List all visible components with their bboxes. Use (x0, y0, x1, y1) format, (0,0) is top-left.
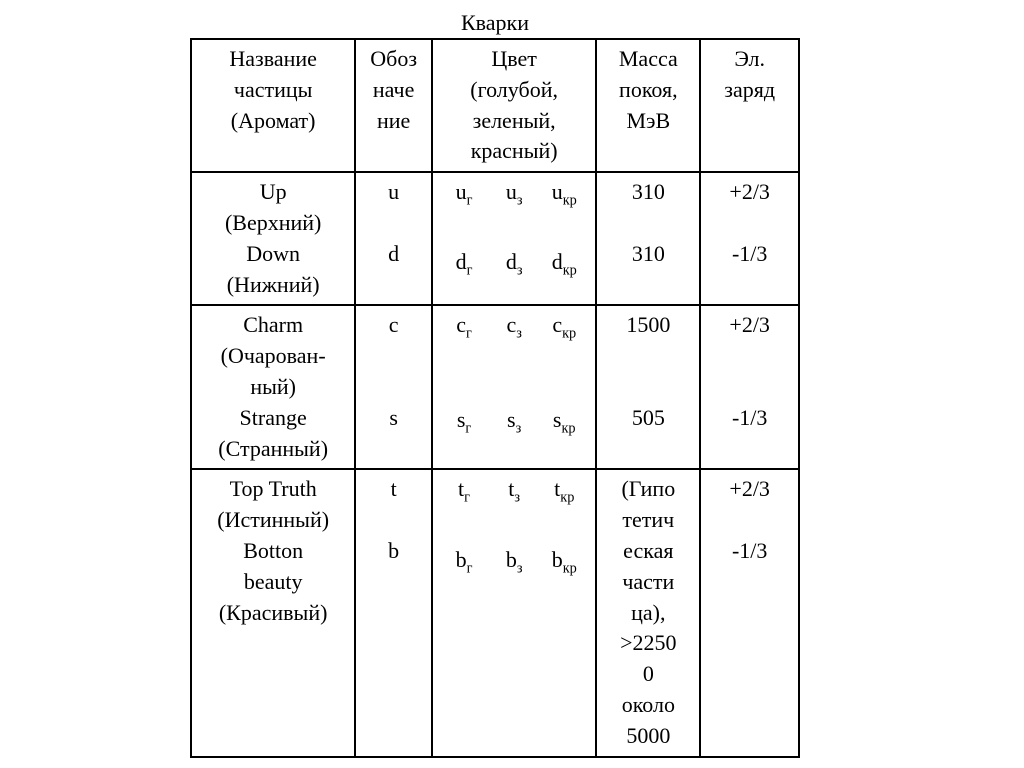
quark-name-en: beauty (244, 569, 303, 594)
col-header-charge: Эл.заряд (700, 39, 799, 172)
charge-value: -1/3 (732, 405, 767, 430)
cell-mass: 1500 505 (596, 305, 700, 469)
mass-value: 505 (632, 405, 665, 430)
cell-mass: 310 310 (596, 172, 700, 305)
quark-symbol: d (388, 241, 399, 266)
charge-value: +2/3 (729, 312, 770, 337)
page: Кварки Названиечастицы(Аромат) Обозначен… (0, 0, 1024, 758)
quark-name-ru: ный) (250, 374, 296, 399)
table-title: Кварки (190, 10, 800, 36)
mass-value: 310 (632, 241, 665, 266)
quark-name-ru: (Истинный) (217, 507, 329, 532)
cell-name: Up (Верхний) Down (Нижний) (191, 172, 355, 305)
quark-name-ru: (Нижний) (227, 272, 320, 297)
cell-charge: +2/3 -1/3 (700, 469, 799, 756)
quark-name-en: Up (260, 179, 287, 204)
quark-name-en: Down (246, 241, 300, 266)
mass-value: 1500 (626, 312, 670, 337)
cell-color: uг uз uкр dг dз dкр (432, 172, 596, 305)
table-row: Top Truth (Истинный) Botton beauty (Крас… (191, 469, 799, 756)
col-header-mass: Массапокоя,МэВ (596, 39, 700, 172)
quark-name-ru: (Странный) (218, 436, 328, 461)
color-triplet: sг sз sкр (439, 405, 589, 438)
cell-name: Top Truth (Истинный) Botton beauty (Крас… (191, 469, 355, 756)
table-row: Charm (Очарован- ный) Strange (Странный)… (191, 305, 799, 469)
quark-symbol: t (391, 476, 397, 501)
col-header-name: Названиечастицы(Аромат) (191, 39, 355, 172)
table-row: Up (Верхний) Down (Нижний) u d uг uз uкр… (191, 172, 799, 305)
color-triplet: cг cз cкр (439, 310, 589, 343)
cell-color: cг cз cкр sг sз sкр (432, 305, 596, 469)
quark-name-en: Strange (240, 405, 307, 430)
charge-value: -1/3 (732, 538, 767, 563)
color-triplet: dг dз dкр (439, 247, 589, 280)
charge-value: +2/3 (729, 476, 770, 501)
quark-name-en: Botton (243, 538, 303, 563)
col-header-symbol: Обозначение (355, 39, 432, 172)
quark-symbol: c (389, 312, 399, 337)
color-triplet: tг tз tкр (439, 474, 589, 507)
quark-name-ru: (Верхний) (225, 210, 321, 235)
quark-name-ru: (Красивый) (219, 600, 328, 625)
col-header-color: Цвет(голубой,зеленый,красный) (432, 39, 596, 172)
cell-symbol: u d (355, 172, 432, 305)
cell-symbol: c s (355, 305, 432, 469)
cell-charge: +2/3 -1/3 (700, 172, 799, 305)
quark-symbol: b (388, 538, 399, 563)
quark-symbol: u (388, 179, 399, 204)
table-header-row: Названиечастицы(Аромат) Обозначение Цвет… (191, 39, 799, 172)
charge-value: +2/3 (729, 179, 770, 204)
cell-symbol: t b (355, 469, 432, 756)
cell-mass: (Гипотетическаячастица),>22500около5000 (596, 469, 700, 756)
quark-name-ru: (Очарован- (221, 343, 326, 368)
charge-value: -1/3 (732, 241, 767, 266)
cell-color: tг tз tкр bг bз bкр (432, 469, 596, 756)
color-triplet: bг bз bкр (439, 545, 589, 578)
color-triplet: uг uз uкр (439, 177, 589, 210)
quark-name-en: Top Truth (230, 476, 317, 501)
quarks-table: Названиечастицы(Аромат) Обозначение Цвет… (190, 38, 800, 758)
mass-value: 310 (632, 179, 665, 204)
cell-name: Charm (Очарован- ный) Strange (Странный) (191, 305, 355, 469)
cell-charge: +2/3 -1/3 (700, 305, 799, 469)
quark-name-en: Charm (243, 312, 303, 337)
quark-symbol: s (389, 405, 398, 430)
